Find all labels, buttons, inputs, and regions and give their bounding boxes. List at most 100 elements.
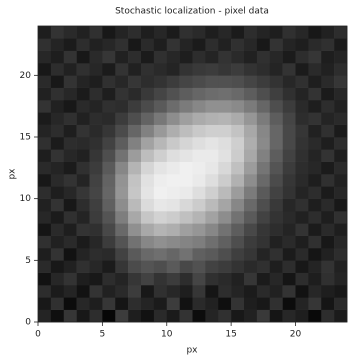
heatmap-cell [38, 199, 51, 212]
heatmap-cell [38, 125, 51, 138]
heatmap-cell [102, 26, 115, 39]
heatmap-cell [257, 186, 270, 199]
heatmap-cell [141, 162, 154, 175]
heatmap-cell [102, 260, 115, 273]
heatmap-cell [115, 297, 128, 310]
heatmap-cell [38, 223, 51, 236]
heatmap-cell [102, 174, 115, 187]
heatmap-cell [193, 51, 206, 64]
heatmap-cell [321, 174, 334, 187]
heatmap-cell [51, 236, 64, 249]
heatmap-cell [321, 211, 334, 224]
heatmap-cell [244, 100, 257, 113]
heatmap-cell [90, 162, 103, 175]
heatmap-cell [270, 26, 283, 39]
heatmap-cell [231, 260, 244, 273]
y-tick-label: 5 [25, 256, 31, 266]
heatmap-cell [90, 100, 103, 113]
heatmap-cell [296, 285, 309, 298]
heatmap-cell [51, 38, 64, 51]
heatmap-cell [205, 51, 218, 64]
heatmap-cell [77, 186, 90, 199]
heatmap-cell [141, 51, 154, 64]
heatmap-cell [321, 88, 334, 101]
heatmap-cell [167, 248, 180, 261]
heatmap-cell [244, 248, 257, 261]
heatmap-cell [128, 285, 141, 298]
heatmap-cell [154, 162, 167, 175]
heatmap-cell [154, 223, 167, 236]
heatmap-cell [270, 223, 283, 236]
heatmap-cell [77, 162, 90, 175]
heatmap-cell [321, 149, 334, 162]
heatmap-cell [205, 26, 218, 39]
heatmap-cell [257, 51, 270, 64]
heatmap-cell [167, 51, 180, 64]
heatmap-cell [167, 273, 180, 286]
heatmap-cell [205, 260, 218, 273]
heatmap-cell [180, 273, 193, 286]
heatmap-cell [77, 297, 90, 310]
heatmap-cell [270, 285, 283, 298]
heatmap-cell [244, 149, 257, 162]
heatmap-cell [102, 112, 115, 125]
heatmap-cell [154, 248, 167, 261]
heatmap-cell [90, 63, 103, 76]
heatmap-cell [64, 149, 77, 162]
heatmap-cell [167, 211, 180, 224]
heatmap-cell [193, 285, 206, 298]
x-tick-label: 0 [35, 330, 41, 340]
heatmap-cell [270, 211, 283, 224]
heatmap-cell [51, 137, 64, 150]
heatmap-cell [115, 199, 128, 212]
heatmap-cell [38, 51, 51, 64]
heatmap-cell [218, 51, 231, 64]
heatmap-cell [231, 273, 244, 286]
heatmap-cell [64, 285, 77, 298]
heatmap-cell [257, 112, 270, 125]
heatmap-cell [102, 223, 115, 236]
heatmap-cell [231, 199, 244, 212]
heatmap-cell [180, 125, 193, 138]
heatmap-cell [180, 236, 193, 249]
heatmap-cell [257, 137, 270, 150]
heatmap-cell [141, 236, 154, 249]
heatmap-cell [128, 112, 141, 125]
heatmap-cell [193, 297, 206, 310]
heatmap-cell [231, 162, 244, 175]
heatmap-cell [231, 112, 244, 125]
heatmap-cell [128, 236, 141, 249]
heatmap-cell [128, 137, 141, 150]
heatmap-cell [244, 174, 257, 187]
heatmap-cell [64, 186, 77, 199]
heatmap-cell [283, 51, 296, 64]
heatmap-cell [218, 248, 231, 261]
heatmap-cell [90, 137, 103, 150]
heatmap-cell [102, 38, 115, 51]
heatmap-cell [257, 162, 270, 175]
heatmap-cell [283, 273, 296, 286]
heatmap-cell [141, 310, 154, 323]
heatmap-cell [154, 285, 167, 298]
heatmap-cell [334, 100, 347, 113]
heatmap-cell [102, 211, 115, 224]
heatmap-cell [115, 38, 128, 51]
heatmap-cell [218, 260, 231, 273]
heatmap-cell [308, 211, 321, 224]
heatmap-cell [154, 38, 167, 51]
heatmap-cell [64, 112, 77, 125]
heatmap-cell [218, 162, 231, 175]
heatmap-cell [205, 297, 218, 310]
heatmap-cell [64, 260, 77, 273]
heatmap-cell [257, 297, 270, 310]
heatmap-cell [193, 137, 206, 150]
heatmap-cell [308, 137, 321, 150]
heatmap-cell [244, 26, 257, 39]
heatmap-cell [334, 186, 347, 199]
heatmap-cell [167, 149, 180, 162]
heatmap-cell [90, 149, 103, 162]
heatmap-cell [283, 297, 296, 310]
heatmap-cell [334, 199, 347, 212]
heatmap-cell [334, 149, 347, 162]
heatmap-cell [38, 248, 51, 261]
